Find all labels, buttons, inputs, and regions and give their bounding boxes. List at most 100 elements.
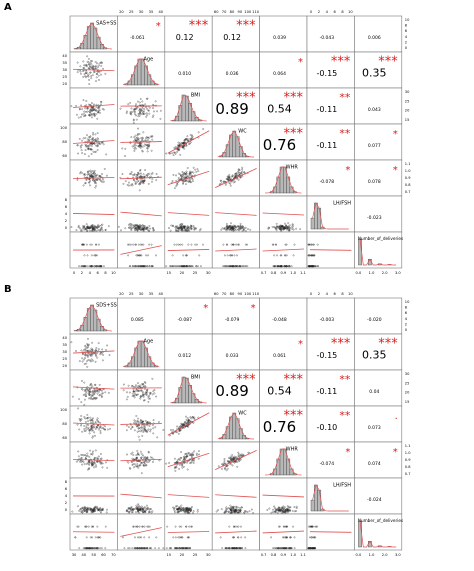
scatter-point — [185, 144, 188, 147]
bottom-tick-label: 30 — [72, 553, 77, 557]
scatter-point — [94, 265, 96, 268]
scatter-point — [138, 107, 141, 110]
scatter-point — [186, 455, 189, 458]
scatter-point — [139, 175, 142, 178]
scatter-point — [288, 265, 291, 268]
scatter-point — [141, 509, 144, 511]
scatter-point — [99, 388, 101, 391]
scatter-point — [198, 453, 200, 456]
scatter-point — [235, 510, 237, 512]
scatter-point — [96, 225, 99, 228]
scatter-point — [88, 265, 91, 268]
scatter-point — [135, 454, 138, 457]
scatter-point — [192, 171, 195, 174]
scatter-point — [285, 243, 288, 246]
scatter-point — [82, 112, 85, 115]
scatter-point — [133, 110, 136, 113]
scatter-point — [94, 536, 97, 539]
top-tick-label: 2 — [318, 292, 320, 296]
scatter-point — [97, 265, 99, 268]
scatter-point — [138, 254, 141, 257]
scatter-point — [89, 226, 92, 229]
right-tick-label: 10 — [405, 18, 410, 22]
scatter-point — [94, 227, 96, 230]
scatter-point — [196, 454, 198, 457]
scatter-point — [188, 226, 191, 229]
scatter-point — [131, 265, 134, 268]
fit-line — [72, 458, 115, 462]
scatter-point — [230, 457, 233, 460]
scatter-point — [97, 138, 100, 141]
scatter-point — [143, 112, 146, 115]
scatter-point — [184, 421, 187, 424]
scatter-point — [137, 138, 139, 140]
variable-label-4: WHR — [286, 165, 299, 171]
scatter-point — [188, 508, 191, 511]
scatter-point — [147, 450, 150, 453]
scatter-point — [233, 525, 235, 528]
scatter-point — [187, 425, 189, 428]
scatter-point — [230, 265, 232, 268]
scatter-point — [90, 226, 93, 228]
scatter-point — [96, 254, 98, 257]
right-tick-label: 0.8 — [405, 465, 411, 469]
scatter-point — [240, 454, 242, 457]
scatter-point — [99, 547, 101, 550]
scatter-point — [139, 464, 142, 467]
scatter-point — [165, 152, 168, 155]
scatter-point — [144, 426, 146, 428]
scatter-point — [187, 452, 190, 454]
scatter-point — [84, 228, 87, 231]
scatter-point — [133, 396, 136, 399]
scatter-point — [89, 169, 92, 172]
scatter-point — [281, 507, 283, 510]
scatter-point — [133, 225, 136, 227]
scatter-point — [89, 349, 92, 352]
scatter-point — [87, 507, 89, 510]
scatter-point — [104, 461, 107, 464]
scatter-point — [80, 401, 83, 403]
scatter-point — [76, 61, 79, 64]
scatter-point — [232, 536, 235, 539]
scatter-point — [291, 510, 294, 512]
scatter-point — [84, 153, 86, 156]
scatter-point — [92, 65, 94, 67]
scatter-point — [88, 462, 90, 465]
scatter-point — [233, 461, 236, 464]
scatter-points-b-5-4 — [266, 505, 298, 514]
scatter-point — [177, 227, 179, 230]
scatter-point — [152, 461, 154, 463]
scatter-point — [175, 229, 177, 232]
scatter-point — [93, 142, 96, 145]
scatter-point — [128, 391, 131, 394]
scatter-point — [176, 511, 179, 513]
scatter-point — [124, 147, 127, 150]
scatter-point — [94, 61, 97, 63]
scatter-point — [137, 172, 140, 174]
scatter-point — [94, 398, 97, 400]
cell-2-3-frame — [211, 87, 260, 125]
scatter-point — [140, 505, 143, 508]
scatter-point — [136, 508, 138, 510]
scatter-point — [274, 227, 277, 230]
scatter-point — [88, 58, 90, 60]
scatter-point — [87, 338, 89, 340]
significance-stars: *** — [378, 55, 398, 70]
scatter-point — [162, 547, 165, 550]
scatter-point — [132, 525, 134, 528]
scatter-point — [140, 172, 142, 175]
cell-4-6-frame — [354, 159, 403, 197]
scatter-point — [285, 536, 288, 539]
scatter-point — [87, 358, 90, 361]
scatter-point — [87, 67, 90, 69]
scatter-point — [217, 465, 220, 468]
scatter-point — [80, 144, 83, 146]
scatter-point — [130, 229, 133, 231]
scatter-point — [146, 525, 149, 528]
scatter-point — [193, 450, 195, 453]
scatter-point — [226, 227, 229, 229]
scatter-point — [295, 227, 298, 230]
scatter-point — [94, 181, 96, 184]
scatter-point — [179, 456, 182, 459]
scatter-point — [153, 229, 155, 231]
